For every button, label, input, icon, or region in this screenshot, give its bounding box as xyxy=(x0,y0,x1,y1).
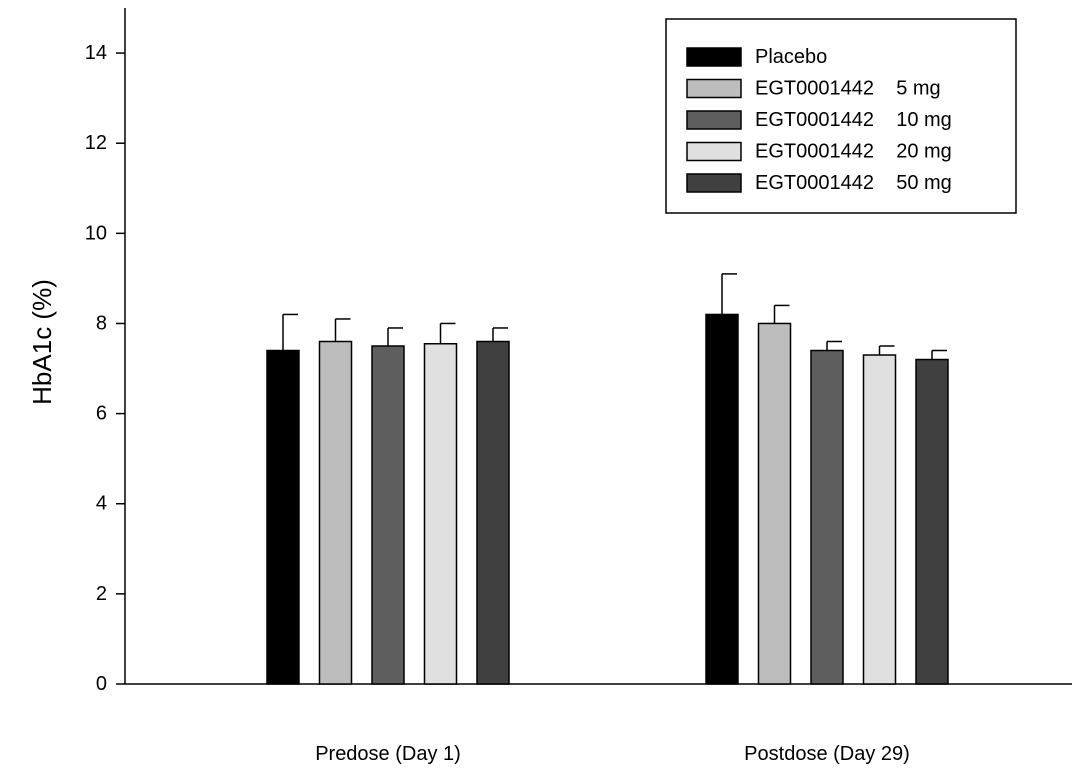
y-tick-label: 14 xyxy=(85,42,107,64)
legend-swatch xyxy=(686,173,742,193)
y-tick-label: 4 xyxy=(96,493,107,515)
x-axis: Predose (Day 1) Postdose (Day 29) xyxy=(125,683,1072,765)
legend-swatch xyxy=(686,78,742,99)
bar xyxy=(318,340,353,685)
bar xyxy=(757,322,792,685)
y-tick-label: 8 xyxy=(96,312,107,334)
x-category-label: Postdose (Day 29) xyxy=(744,743,910,765)
bar xyxy=(810,349,844,685)
bars xyxy=(266,273,949,685)
legend-swatch xyxy=(686,141,742,162)
legend: Placebo EGT0001442 5 mg EGT0001442 10 mg EG… xyxy=(665,18,1017,214)
bar xyxy=(476,340,510,685)
legend-swatch xyxy=(686,110,742,130)
bar xyxy=(423,342,458,685)
y-tick-label: 12 xyxy=(85,132,107,154)
legend-label: EGT0001442 20 mg xyxy=(755,141,952,163)
x-category-label: Predose (Day 1) xyxy=(315,743,461,765)
bar xyxy=(371,345,405,685)
y-tick-label: 6 xyxy=(96,403,107,425)
legend-label: EGT0001442 5 mg xyxy=(755,78,941,100)
legend-label: Placebo xyxy=(755,46,827,68)
bar xyxy=(705,313,739,685)
legend-swatch xyxy=(686,47,742,67)
y-tick-label: 0 xyxy=(96,673,107,695)
y-axis-title: HbA1c (%) xyxy=(27,279,57,405)
bar xyxy=(862,354,897,685)
y-tick-label: 2 xyxy=(96,583,107,605)
bar xyxy=(266,349,300,685)
y-tick-label: 10 xyxy=(85,222,107,244)
bar xyxy=(915,358,949,685)
legend-label: EGT0001442 50 mg xyxy=(755,172,952,194)
y-axis: 0 2 4 6 8 10 12 14 xyxy=(85,8,126,695)
legend-label: EGT0001442 10 mg xyxy=(755,109,952,131)
